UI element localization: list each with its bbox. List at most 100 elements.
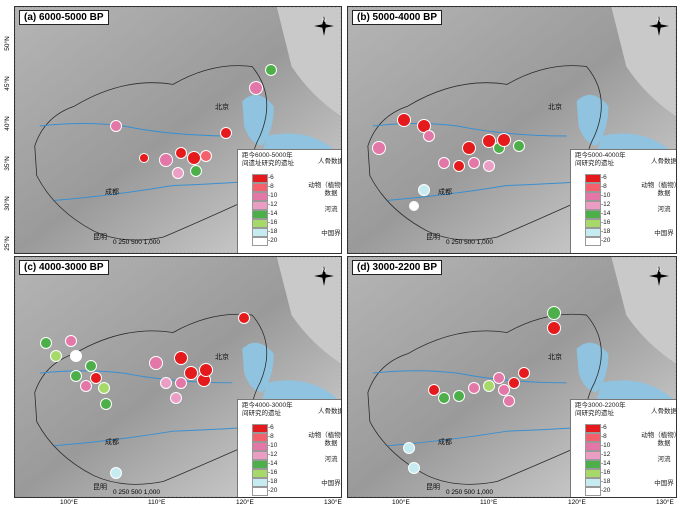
legend-value: -12 [601, 201, 611, 208]
legend-value: -20 [268, 237, 278, 244]
site-marker [100, 398, 112, 410]
legend-value: -16 [268, 469, 278, 476]
legend-swatch [585, 451, 601, 460]
lat-label: 40°N [3, 116, 11, 131]
site-marker [503, 395, 515, 407]
site-marker [438, 157, 450, 169]
site-marker [428, 384, 440, 396]
site-marker [265, 64, 277, 76]
site-marker [397, 113, 411, 127]
lon-label: 120°E [568, 499, 586, 506]
site-marker [98, 382, 110, 394]
site-marker [50, 350, 62, 362]
legend: 距今3000-2200年间研究的遗址 -6 -8 -10 -12 -14 -16 -18 -20… [570, 399, 676, 497]
legend-value: -14 [601, 210, 611, 217]
site-marker [175, 147, 187, 159]
legend-swatch [585, 237, 601, 246]
legend-item: 中国界 [654, 480, 674, 487]
legend: 距今6000-5000年间遗址研究的遗址 -6 -8 -10 -12 -14 -16 -18 -… [237, 149, 342, 253]
site-marker [438, 392, 450, 404]
legend-swatch [585, 192, 601, 201]
svg-text:N: N [322, 268, 326, 274]
map-panel: (c) 4000-3000 BP N 北京 成都 昆明 距今4000-3000年间研究… [14, 256, 342, 498]
city-label: 北京 [215, 354, 229, 361]
city-label: 北京 [548, 104, 562, 111]
legend-item: 人骨数据 [651, 158, 677, 165]
legend-value: -18 [268, 478, 278, 485]
legend-swatch [585, 228, 601, 237]
legend-swatch [252, 192, 268, 201]
site-marker [468, 157, 480, 169]
legend-title: 距今4000-3000年间研究的遗址 [242, 402, 293, 417]
legend-item: 人骨数据 [318, 158, 342, 165]
legend-item: 人骨数据 [318, 408, 342, 415]
lon-label: 110°E [480, 499, 498, 506]
legend: 距今5000-4000年间研究的遗址 -6 -8 -10 -12 -14 -16 -18 -20… [570, 149, 677, 253]
site-marker [160, 377, 172, 389]
site-marker [159, 153, 173, 167]
lon-label: 130°E [324, 499, 342, 506]
lon-label: 100°E [60, 499, 78, 506]
legend-value: -8 [601, 183, 607, 190]
legend-swatch [585, 174, 601, 183]
site-marker [200, 150, 212, 162]
legend-title: 距今6000-5000年间遗址研究的遗址 [242, 152, 294, 167]
legend-swatch [585, 433, 601, 442]
legend-item: 动物（植物）骨数据 [308, 432, 341, 447]
legend-value: -16 [601, 219, 611, 226]
site-marker [220, 127, 232, 139]
city-label: 成都 [438, 189, 452, 196]
lat-label: 25°N [3, 236, 11, 251]
site-marker [70, 350, 82, 362]
legend-value: -12 [601, 451, 611, 458]
site-marker [513, 140, 525, 152]
legend-item: 动物（植物）骨数据 [641, 432, 676, 447]
legend-swatch [252, 228, 268, 237]
legend-swatch [252, 219, 268, 228]
scale-bar: 0 250 500 1,000 [113, 239, 160, 246]
site-marker [423, 130, 435, 142]
legend-value: -18 [268, 228, 278, 235]
legend-swatch [252, 201, 268, 210]
site-marker [483, 380, 495, 392]
legend-value: -14 [268, 460, 278, 467]
site-marker [40, 337, 52, 349]
north-arrow-icon: N [649, 266, 669, 286]
site-marker [199, 363, 213, 377]
legend-item: 中国界 [321, 480, 341, 487]
legend-value: -14 [268, 210, 278, 217]
site-marker [482, 134, 496, 148]
site-marker [190, 165, 202, 177]
site-marker [409, 201, 419, 211]
site-marker [462, 141, 476, 155]
legend-item: 河流 [657, 456, 671, 463]
legend-swatch [585, 210, 601, 219]
map-panel: (b) 5000-4000 BP N 北京 成都 昆明 距今5000-4000年间研究… [347, 6, 677, 254]
site-marker [403, 442, 415, 454]
site-marker [110, 467, 122, 479]
legend-value: -18 [601, 228, 611, 235]
legend-swatch [585, 442, 601, 451]
legend-value: -12 [268, 201, 278, 208]
legend-swatch [585, 183, 601, 192]
legend-swatch [252, 237, 268, 246]
site-marker [184, 366, 198, 380]
lat-label: 50°N [3, 36, 11, 51]
city-label: 昆明 [426, 484, 440, 491]
site-marker [483, 160, 495, 172]
site-marker [85, 360, 97, 372]
site-marker [547, 321, 561, 335]
svg-text:N: N [322, 18, 326, 24]
legend-value: -20 [601, 237, 611, 244]
legend-item: 动物（植物）骨数据 [641, 182, 676, 197]
site-marker [187, 151, 201, 165]
site-marker [468, 382, 480, 394]
city-label: 北京 [215, 104, 229, 111]
site-marker [90, 372, 102, 384]
legend: 距今4000-3000年间研究的遗址 -6 -8 -10 -12 -14 -16 -18 -20… [237, 399, 342, 497]
legend-swatch [585, 469, 601, 478]
site-marker [372, 141, 386, 155]
lat-label: 45°N [3, 76, 11, 91]
site-marker [493, 372, 505, 384]
legend-swatch [252, 183, 268, 192]
